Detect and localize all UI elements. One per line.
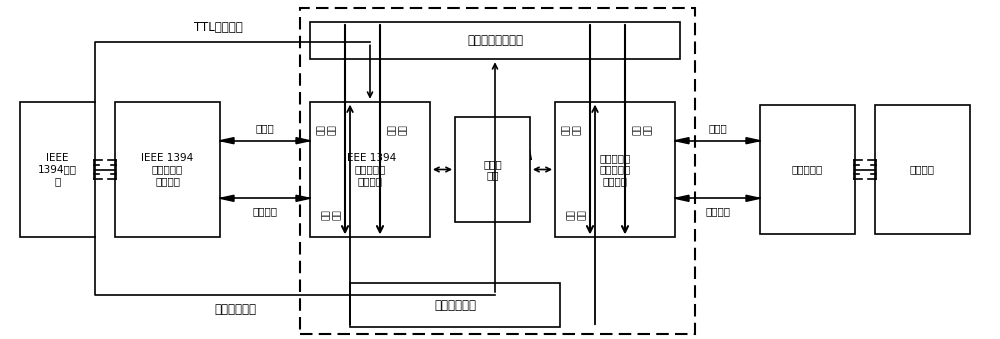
Text: 时钟
信号: 时钟 信号 <box>322 209 342 220</box>
Bar <box>455 117 530 222</box>
Text: 协议握手: 协议握手 <box>705 206 730 216</box>
Text: 视频
数据: 视频 数据 <box>317 124 337 135</box>
Bar <box>115 102 220 237</box>
Polygon shape <box>675 138 689 144</box>
Text: 时钟
信号: 时钟 信号 <box>567 209 587 220</box>
Text: 时钟切换模块: 时钟切换模块 <box>434 299 476 312</box>
Text: 光纤通道: 光纤通道 <box>910 164 935 175</box>
Text: 控制
命令: 控制 命令 <box>388 124 408 135</box>
Text: 总线调
度器: 总线调 度器 <box>483 159 502 180</box>
Text: 控制
命令: 控制 命令 <box>633 124 653 135</box>
Text: TTL触发使能: TTL触发使能 <box>194 21 243 34</box>
Text: 视频
数据: 视频 数据 <box>562 124 582 135</box>
Polygon shape <box>296 195 310 201</box>
Polygon shape <box>296 138 310 144</box>
Bar <box>350 283 560 327</box>
Polygon shape <box>746 195 760 201</box>
Bar <box>555 102 675 237</box>
Text: FPGA: FPGA <box>476 145 534 164</box>
Text: IEEE 1394
协议处理与
数据接收: IEEE 1394 协议处理与 数据接收 <box>344 153 396 186</box>
Text: 智能总线协
议管理与数
据帧封装: 智能总线协 议管理与数 据帧封装 <box>599 153 631 186</box>
Bar <box>310 102 430 237</box>
Text: 数据包: 数据包 <box>708 123 727 133</box>
Text: 协议握手: 协议握手 <box>252 206 278 216</box>
Polygon shape <box>220 195 234 201</box>
Polygon shape <box>746 138 760 144</box>
Bar <box>875 105 970 234</box>
Text: 数据包: 数据包 <box>256 123 274 133</box>
Polygon shape <box>220 138 234 144</box>
Text: 行场同步信号: 行场同步信号 <box>214 303 256 316</box>
Text: 实时图像分割处理: 实时图像分割处理 <box>467 34 523 47</box>
Polygon shape <box>675 195 689 201</box>
Text: 高速收发器: 高速收发器 <box>792 164 823 175</box>
Text: IEEE 1394
物理层和链
路层芯片: IEEE 1394 物理层和链 路层芯片 <box>141 153 194 186</box>
Bar <box>760 105 855 234</box>
Bar <box>20 102 95 237</box>
Text: IEEE
1394摄像
机: IEEE 1394摄像 机 <box>38 153 77 186</box>
Bar <box>300 8 695 334</box>
Bar <box>310 22 680 59</box>
